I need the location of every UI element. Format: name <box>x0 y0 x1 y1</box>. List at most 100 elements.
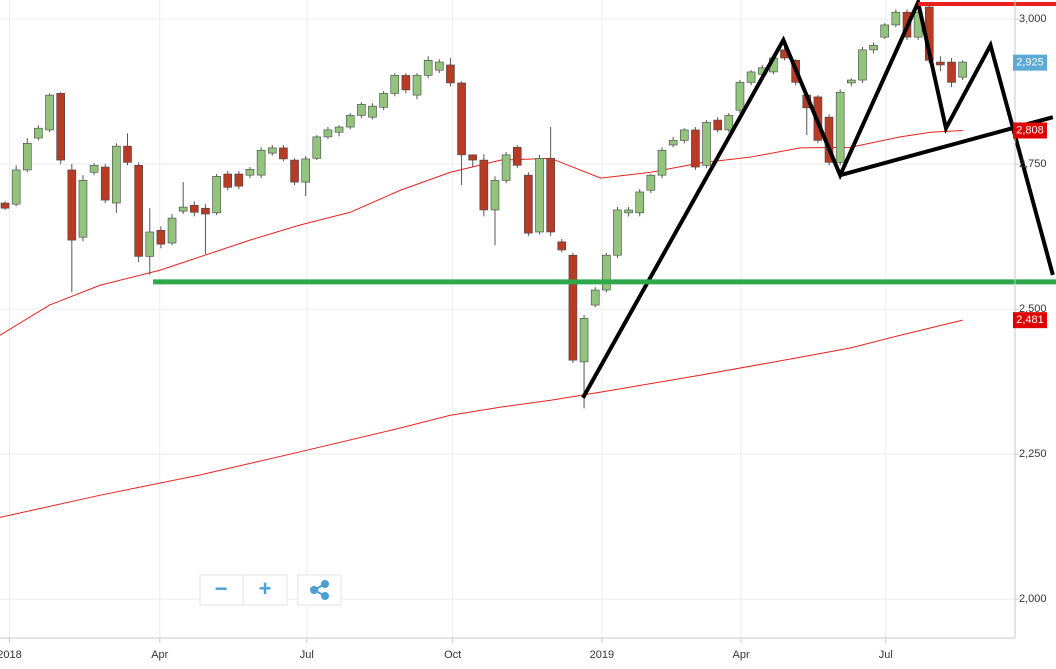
candle-body <box>45 94 54 131</box>
x-tick-label: Apr <box>151 649 168 661</box>
candle-body <box>557 241 567 251</box>
candle-body <box>56 93 65 161</box>
y-tick-label: 2,250 <box>1019 448 1047 460</box>
candle-body <box>479 159 489 211</box>
candle-body <box>457 82 466 156</box>
candle-body <box>847 79 856 84</box>
candle-body <box>190 205 199 213</box>
candle-body <box>334 126 344 133</box>
candle-body <box>145 231 155 257</box>
candle-body <box>357 104 366 116</box>
candle-body <box>11 169 21 205</box>
candle-body <box>546 158 555 233</box>
y-tick-label: 3,000 <box>1019 13 1047 25</box>
candle-body <box>301 158 310 183</box>
candle-body <box>100 166 110 201</box>
trend-line <box>581 0 1055 399</box>
candle-body <box>713 119 722 131</box>
zoom-in-button[interactable] <box>242 574 288 606</box>
x-tick-label: Jul <box>879 649 893 661</box>
candle-body <box>22 142 32 171</box>
candle-body <box>446 64 455 84</box>
candle-body <box>958 61 967 78</box>
candle-body <box>390 75 400 94</box>
x-tick-label: 2018 <box>0 649 22 661</box>
zoom-controls: − + <box>199 574 342 606</box>
candle-body <box>368 105 377 118</box>
candle-body <box>880 24 890 38</box>
price-label-box <box>1013 122 1047 139</box>
zoom-in-icon[interactable]: + <box>259 576 272 601</box>
price-label: 2,481 <box>1016 314 1044 326</box>
x-tick-label: Apr <box>733 649 750 661</box>
candle-body <box>67 169 77 241</box>
candle-body <box>724 115 734 131</box>
moving-average <box>0 319 963 518</box>
candle-body <box>312 136 322 159</box>
candle-body <box>858 49 867 81</box>
candle-body <box>624 209 633 214</box>
candle-body <box>379 93 388 108</box>
candle-body <box>936 61 945 66</box>
candle-body <box>201 207 210 215</box>
candle-body <box>746 71 756 83</box>
candle-body <box>112 145 121 204</box>
candle-body <box>891 11 901 26</box>
candle-body <box>123 145 132 163</box>
candle-body <box>490 180 500 211</box>
candle-body <box>524 174 533 234</box>
candle-body <box>290 159 299 183</box>
candle-body <box>602 254 611 291</box>
share-icon[interactable] <box>310 580 329 600</box>
candle-body <box>590 289 600 306</box>
candle-body <box>256 149 266 176</box>
candle-body <box>579 318 589 363</box>
candle-body <box>423 60 433 76</box>
zoom-out-button[interactable] <box>199 574 244 606</box>
candle-body <box>0 202 10 209</box>
candle-body <box>89 165 99 173</box>
candle-body <box>434 61 444 71</box>
candle-body <box>34 127 43 139</box>
candle-body <box>234 173 244 187</box>
candle-body <box>134 165 143 257</box>
candle-body <box>167 217 177 244</box>
candle-body <box>691 129 700 168</box>
candle-body <box>345 115 355 128</box>
price-label-box <box>1013 312 1047 329</box>
x-tick-label: Oct <box>444 649 461 661</box>
candle-body <box>568 254 578 361</box>
share-button[interactable] <box>297 574 342 606</box>
zoom-out-icon[interactable]: − <box>215 576 228 601</box>
candle-body <box>535 158 544 233</box>
candle-body <box>156 229 166 245</box>
candle-body <box>468 154 478 161</box>
x-tick-label: 2019 <box>590 649 614 661</box>
x-tick-label: Jul <box>300 649 314 661</box>
candle-body <box>212 176 221 214</box>
candle-body <box>78 180 88 238</box>
candle-body <box>501 154 511 181</box>
price-label: 2,925 <box>1016 57 1044 69</box>
price-label-box <box>1013 54 1047 71</box>
candle-body <box>245 169 255 176</box>
y-tick-label: 2,750 <box>1019 158 1047 170</box>
candle-body <box>323 129 333 138</box>
candle-body <box>178 206 188 212</box>
candle-body <box>646 174 656 191</box>
candle-body <box>869 44 878 51</box>
candle-body <box>223 173 233 188</box>
candle-body <box>279 147 288 160</box>
candle-body <box>635 191 645 214</box>
candle-body <box>512 147 522 166</box>
candle-body <box>735 82 745 111</box>
candle-body <box>668 140 678 146</box>
candle-body <box>657 149 667 176</box>
candle-body <box>613 209 622 256</box>
candle-body <box>401 75 411 91</box>
candle-body <box>835 91 845 163</box>
candle-body <box>702 122 711 166</box>
candle-body <box>267 147 277 154</box>
